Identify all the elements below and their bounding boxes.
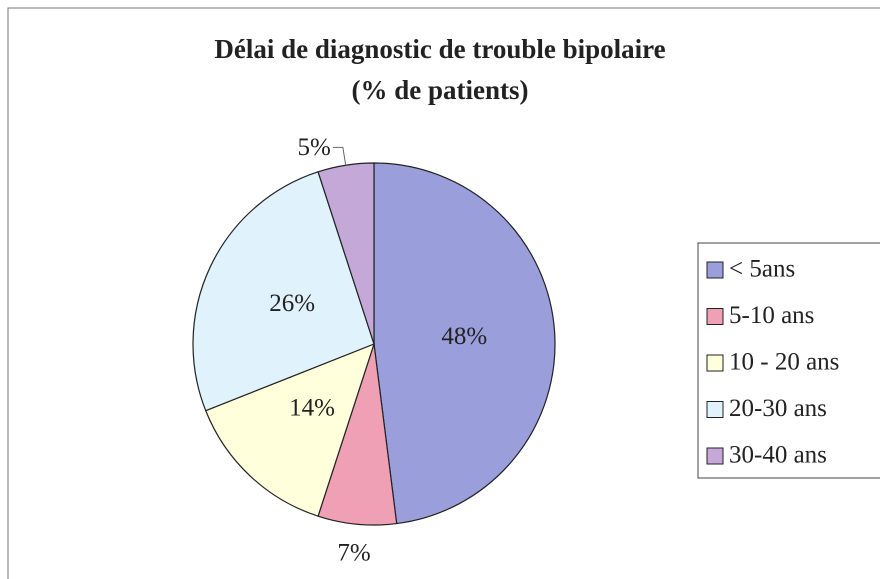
legend-label: 20-30 ans: [729, 395, 827, 422]
legend-label: < 5ans: [729, 256, 795, 283]
legend-label: 5-10 ans: [729, 302, 814, 329]
leader-line: [332, 146, 347, 166]
legend-swatch: [706, 401, 724, 418]
legend-swatch: [706, 261, 724, 279]
data-label: 7%: [337, 540, 370, 567]
legend-box: [697, 242, 880, 479]
legend-label: 10 - 20 ans: [729, 349, 839, 376]
data-label: 14%: [289, 395, 335, 422]
chart-title: Délai de diagnostic de trouble bipolaire: [214, 34, 665, 64]
data-label: 5%: [298, 134, 331, 161]
pie-slice: [317, 162, 375, 345]
pie-slice: [373, 162, 556, 525]
data-label: 26%: [269, 290, 315, 317]
legend-swatch: [706, 308, 724, 325]
pie-slice: [192, 171, 375, 412]
legend-swatch: [706, 447, 724, 465]
legend-swatch: [706, 354, 724, 372]
pie-slice: [204, 342, 375, 517]
legend-label: 30-40 ans: [729, 442, 827, 469]
data-label: 48%: [441, 323, 487, 350]
chart-subtitle: (% de patients): [352, 75, 529, 105]
